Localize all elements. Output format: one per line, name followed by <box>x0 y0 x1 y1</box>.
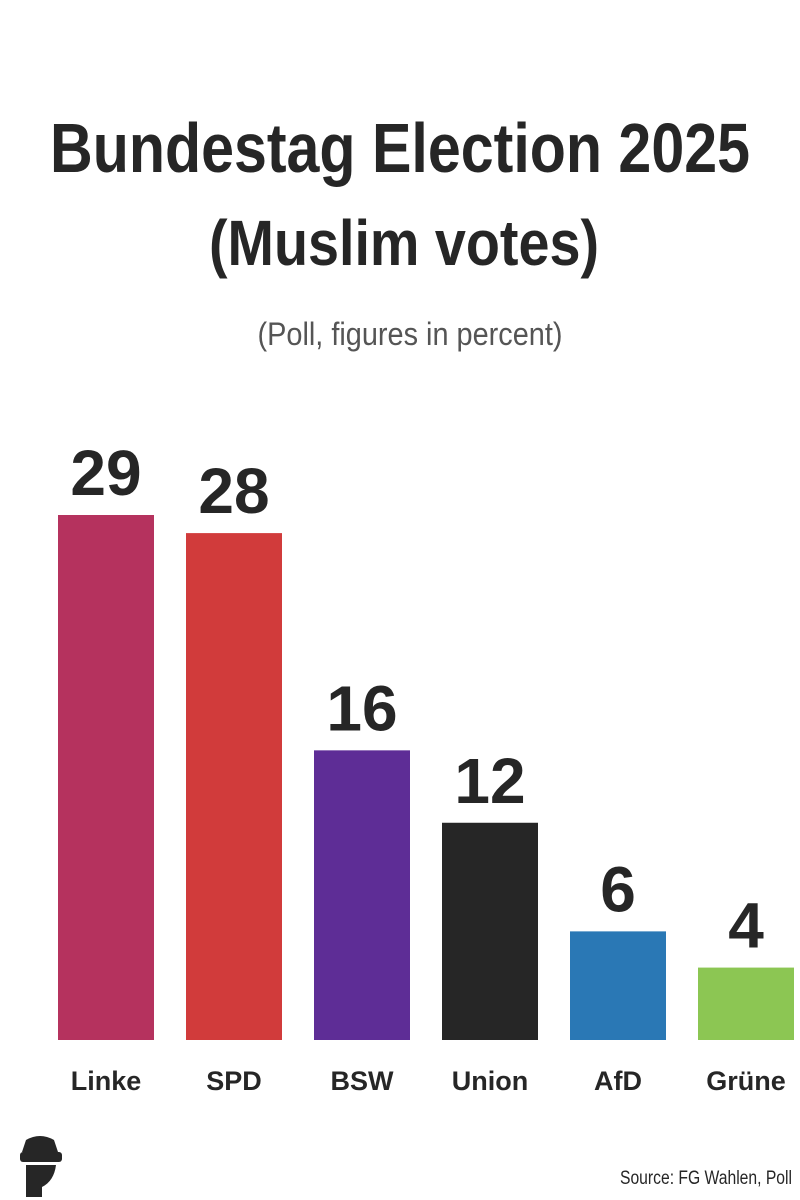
value-label: 16 <box>326 672 397 744</box>
x-tick-label: Grüne <box>706 1066 786 1096</box>
logo <box>20 1136 62 1197</box>
x-tick-label: BSW <box>331 1066 395 1096</box>
value-label: 6 <box>600 853 636 925</box>
x-tick-label: Union <box>452 1066 528 1096</box>
x-tick-label: AfD <box>594 1066 642 1096</box>
bar <box>698 967 794 1040</box>
x-tick-label: SPD <box>206 1066 262 1096</box>
source-note: Source: FG Wahlen, Poll <box>620 1168 792 1189</box>
bar <box>314 750 410 1040</box>
bar <box>58 515 154 1040</box>
bar <box>442 822 538 1040</box>
bar <box>570 931 666 1040</box>
chart-title: Bundestag Election 2025 <box>50 109 750 187</box>
value-label: 29 <box>70 437 141 509</box>
chart-note: (Poll, figures in percent) <box>258 316 563 352</box>
bar <box>186 533 282 1040</box>
chart-subtitle: (Muslim votes) <box>209 207 599 279</box>
value-label: 4 <box>728 890 764 962</box>
value-label: 12 <box>454 745 525 817</box>
value-label: 28 <box>198 455 269 527</box>
x-tick-label: Linke <box>71 1066 142 1096</box>
